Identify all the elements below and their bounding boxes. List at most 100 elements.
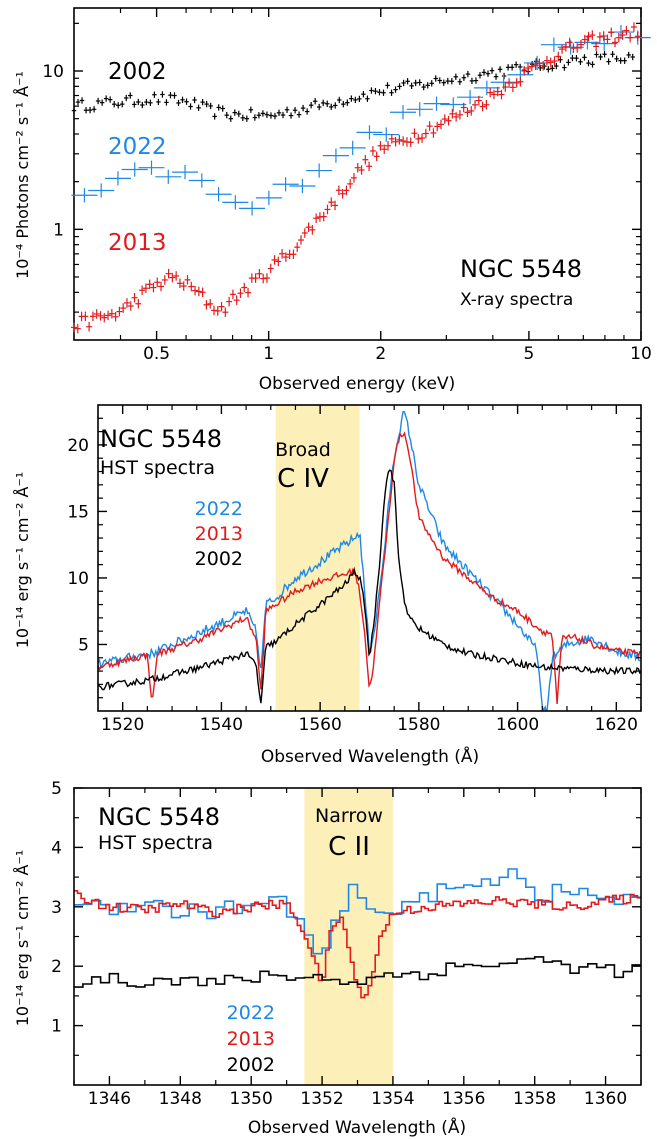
x-tick-label: 1358	[513, 1089, 556, 1109]
data-point	[184, 275, 191, 285]
data-point	[86, 321, 93, 332]
y-tick-label: 4	[51, 838, 62, 858]
data-point	[300, 104, 306, 112]
data-point	[487, 87, 494, 98]
data-point	[536, 58, 543, 69]
data-point	[135, 298, 142, 309]
data-point	[610, 51, 615, 58]
data-point	[216, 104, 221, 111]
data-point	[79, 97, 85, 104]
data-point	[91, 106, 97, 113]
data-point	[116, 306, 123, 317]
data-point	[401, 79, 406, 87]
series-2013-line	[74, 890, 641, 999]
data-point	[562, 41, 569, 52]
data-point	[634, 31, 641, 42]
data-point	[388, 134, 395, 144]
data-point	[465, 70, 471, 78]
data-point	[614, 55, 619, 62]
data-point	[598, 53, 603, 61]
data-point	[413, 79, 418, 87]
data-point	[453, 73, 459, 80]
data-point	[453, 112, 460, 122]
data-point	[279, 248, 286, 259]
highlight-label-line2: C IV	[277, 464, 329, 494]
data-point	[123, 298, 130, 308]
data-point	[358, 165, 365, 175]
data-point	[239, 201, 266, 216]
data-point	[594, 51, 599, 58]
data-point	[192, 96, 197, 104]
data-point	[485, 70, 491, 77]
data-point	[301, 228, 308, 238]
data-point	[513, 78, 520, 88]
data-point	[619, 30, 626, 40]
data-point	[252, 273, 259, 283]
y-axis-label: 10⁻¹⁴ erg s⁻¹ cm⁻² Å⁻¹	[13, 850, 32, 1027]
data-point	[335, 185, 342, 196]
data-point	[222, 307, 229, 317]
x-tick-label: 1	[263, 344, 274, 364]
y-tick-labels: 1 10	[42, 62, 64, 240]
data-point	[214, 306, 221, 316]
data-point	[248, 106, 254, 113]
data-point	[207, 299, 214, 309]
data-point	[373, 151, 380, 162]
legend-label-2013: 2013	[227, 1028, 275, 1050]
data-point	[540, 61, 547, 71]
data-point	[423, 96, 450, 111]
y-tick-label: 10	[67, 569, 89, 589]
data-point	[199, 287, 206, 298]
data-point	[224, 111, 229, 119]
data-point	[400, 136, 407, 146]
data-point	[494, 86, 501, 97]
data-point	[161, 275, 168, 285]
data-point	[188, 281, 195, 292]
series-2013-line	[98, 431, 641, 705]
data-point	[433, 75, 438, 82]
data-point	[345, 99, 350, 106]
data-point	[173, 271, 180, 281]
data-point	[434, 121, 441, 132]
data-point	[517, 77, 524, 87]
data-point	[101, 312, 108, 323]
data-point	[574, 43, 581, 53]
x-tick-label: 1360	[584, 1089, 627, 1109]
data-point	[489, 67, 495, 74]
data-point	[115, 102, 121, 109]
data-point	[255, 190, 282, 205]
data-point	[95, 97, 101, 105]
data-point	[89, 311, 96, 322]
data-point	[128, 92, 133, 99]
x-tick-label: 1580	[397, 715, 440, 735]
annotation-subtitle: HST spectra	[100, 457, 215, 479]
legend-label-2002: 2002	[108, 59, 167, 85]
data-point	[347, 179, 354, 189]
x-tick-labels: 1520 1540 1560 1580 1600 1620	[101, 715, 638, 735]
data-point	[99, 99, 105, 106]
series-group	[71, 22, 651, 334]
data-point	[406, 102, 433, 117]
series-2002-line	[74, 956, 641, 988]
x-tick-label: 1350	[230, 1089, 273, 1109]
data-point	[546, 66, 551, 73]
data-point	[339, 189, 346, 199]
y-tick-labels: 1 2 3 4 5	[51, 779, 62, 1037]
data-point	[188, 103, 193, 110]
data-point	[509, 64, 515, 71]
data-point	[407, 137, 414, 148]
data-point	[93, 309, 100, 319]
legend-label-2022: 2022	[227, 1002, 275, 1024]
x-tick-label: 5	[524, 344, 535, 364]
data-point	[312, 98, 318, 105]
data-point	[498, 89, 505, 100]
data-point	[241, 282, 248, 293]
data-point	[71, 107, 77, 114]
data-point	[236, 110, 242, 118]
data-point	[385, 82, 390, 89]
data-point	[521, 66, 528, 76]
data-point	[396, 135, 403, 145]
data-point	[132, 101, 137, 108]
data-point	[426, 121, 433, 131]
data-point	[405, 78, 410, 85]
